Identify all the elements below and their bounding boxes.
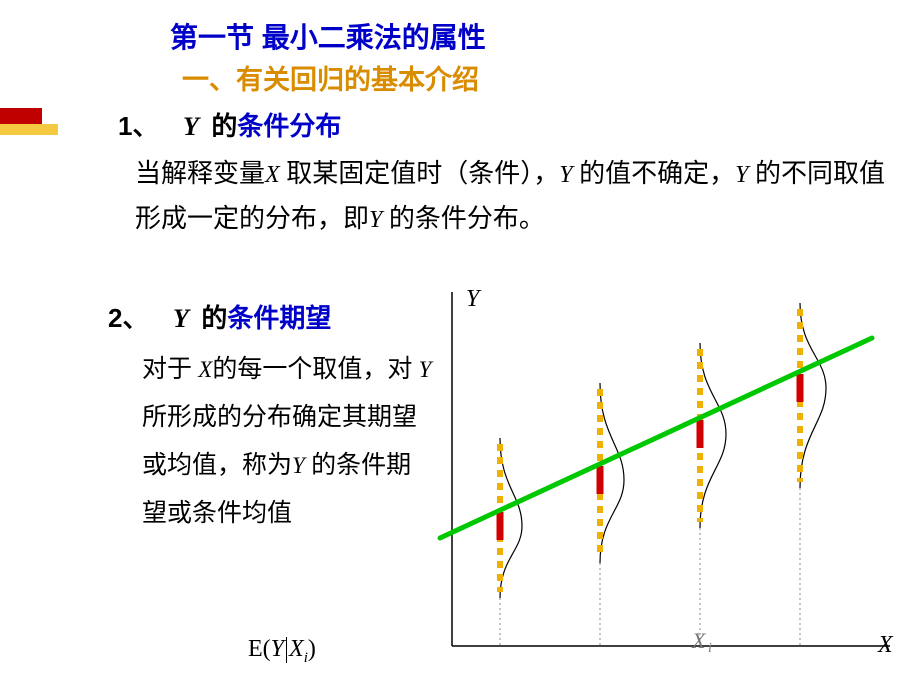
item-1-var: Y bbox=[183, 112, 199, 141]
item-1-txt1: 的 bbox=[211, 112, 237, 141]
p1-end: 的条件分布。 bbox=[382, 204, 545, 233]
p1-pre: 当解释变量 bbox=[135, 159, 265, 188]
p1-mid1: 取某固定值时（条件）， bbox=[280, 159, 560, 188]
svg-text:X: X bbox=[877, 632, 894, 658]
p2-mid1: 的每一个取值，对 bbox=[212, 356, 418, 383]
svg-text:i: i bbox=[708, 641, 712, 656]
item-2-var: Y bbox=[173, 304, 189, 333]
p1-varY2: Y bbox=[735, 162, 748, 188]
accent-red bbox=[0, 108, 42, 124]
p2-pre: 对于 bbox=[142, 356, 198, 383]
accent-yellow bbox=[0, 124, 58, 135]
item-1-heading: 1、 Y 的条件分布 bbox=[118, 106, 341, 143]
item-2-txt1: 的 bbox=[201, 304, 227, 333]
p2-varY2: Y bbox=[292, 453, 305, 478]
paragraph-2: 对于 X的每一个取值，对 Y 所形成的分布确定其期望或均值，称为Y 的条件期望或… bbox=[142, 346, 432, 538]
svg-text:X: X bbox=[691, 628, 707, 653]
formula-X: X bbox=[289, 636, 304, 662]
p1-varY3: Y bbox=[369, 207, 382, 233]
formula-Y: Y bbox=[271, 636, 284, 662]
p1-varY1: Y bbox=[559, 162, 572, 188]
regression-chart: Y X Xi bbox=[430, 288, 900, 668]
chart-svg: Y X Xi bbox=[430, 288, 900, 668]
item-2-num: 2、 bbox=[108, 303, 148, 333]
p1-mid2: 的值不确定， bbox=[573, 159, 736, 188]
item-1-txt2: 条件分布 bbox=[237, 112, 341, 141]
item-1-num: 1、 bbox=[118, 111, 158, 141]
p1-varX: X bbox=[265, 162, 280, 188]
formula-E: E bbox=[248, 636, 263, 662]
item-2-heading: 2、 Y 的条件期望 bbox=[108, 298, 331, 335]
item-2-txt2: 条件期望 bbox=[227, 304, 331, 333]
section-subtitle: 一、有关回归的基本介绍 bbox=[182, 58, 479, 97]
section-title: 第一节 最小二乘法的属性 bbox=[170, 16, 486, 56]
formula-conditional-expectation: E(YXi) bbox=[248, 636, 316, 667]
paragraph-1: 当解释变量X 取某固定值时（条件），Y 的值不确定，Y 的不同取值形成一定的分布… bbox=[135, 152, 885, 242]
p2-varX: X bbox=[198, 357, 212, 382]
formula-bar bbox=[286, 637, 287, 663]
svg-text:Y: Y bbox=[466, 288, 482, 312]
accent-bar bbox=[0, 108, 68, 138]
